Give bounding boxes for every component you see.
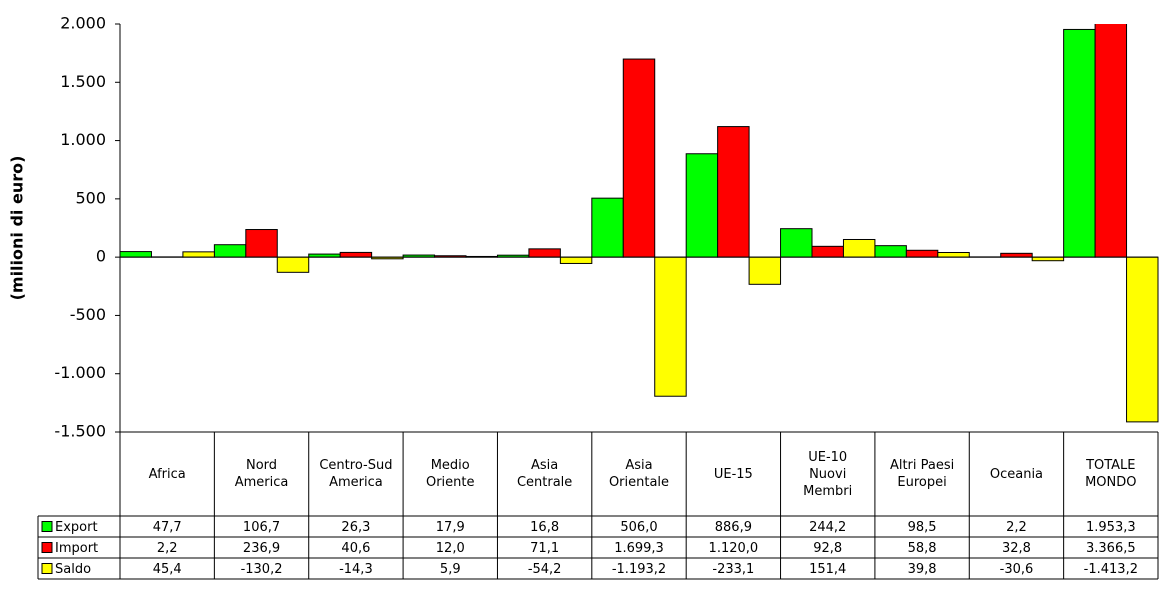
table-value: 151,4 [809, 562, 846, 577]
y-tick-label: 1.000 [60, 130, 106, 149]
bar [717, 126, 750, 258]
y-tick-label: 1.500 [60, 72, 106, 91]
table-value: 886,9 [715, 520, 752, 535]
legend-swatch [41, 563, 53, 574]
table-value: 17,9 [436, 520, 465, 535]
table-value: 40,6 [341, 541, 370, 556]
y-tick-label: 500 [75, 188, 106, 207]
bar [276, 256, 310, 273]
table-value: 26,3 [341, 520, 370, 535]
category-label: Asia Centrale [516, 458, 573, 490]
category-label: Centro-Sud America [319, 458, 393, 490]
legend-swatch [41, 542, 53, 553]
table-value: 16,8 [530, 520, 559, 535]
bar [339, 251, 373, 258]
category-label: TOTALE MONDO [1085, 458, 1137, 490]
bar [1063, 28, 1096, 258]
table-value: 1.953,3 [1086, 520, 1136, 535]
table-value: 1.699,3 [614, 541, 664, 556]
table-value: 2,2 [1006, 520, 1027, 535]
bar [654, 256, 687, 397]
y-tick-label: 2.000 [60, 14, 106, 33]
table-value: -1.413,2 [1084, 562, 1138, 577]
table-value: -130,2 [241, 562, 283, 577]
bar [622, 58, 656, 258]
legend-swatch [41, 521, 53, 532]
bar [213, 244, 247, 258]
table-value: 58,8 [908, 541, 937, 556]
table-value: 12,0 [436, 541, 465, 556]
table-value: 1.120,0 [709, 541, 759, 556]
table-value: 3.366,5 [1086, 541, 1136, 556]
legend-label: Import [55, 541, 98, 556]
y-tick-label: 0 [96, 247, 106, 266]
table-value: -233,1 [712, 562, 754, 577]
bar [1126, 256, 1159, 423]
bar [842, 238, 876, 258]
bar [528, 248, 561, 258]
bar [811, 245, 844, 258]
bar [1094, 24, 1128, 258]
bar [937, 252, 970, 258]
table-value: 236,9 [243, 541, 280, 556]
bar [591, 197, 624, 258]
table-value: 92,8 [813, 541, 842, 556]
category-label: UE-15 [713, 466, 753, 482]
bar [748, 256, 782, 285]
category-label: Medio Oriente [425, 458, 475, 490]
bar [780, 228, 813, 258]
category-label: Oceania [989, 466, 1044, 482]
table-value: 2,2 [157, 541, 178, 556]
bar [120, 251, 152, 258]
category-label: Altri Paesi Europei [889, 458, 955, 490]
table-value: -1.193,2 [612, 562, 666, 577]
table-value: -30,6 [1000, 562, 1034, 577]
bar [874, 245, 907, 258]
category-label: UE-10 Nuovi Membri [803, 449, 853, 499]
category-label: Africa [148, 466, 186, 482]
table-value: 506,0 [620, 520, 657, 535]
legend-label: Export [55, 520, 98, 535]
table-value: 106,7 [243, 520, 280, 535]
category-label: Asia Orientale [608, 458, 670, 490]
bar [685, 153, 719, 258]
table-value: -14,3 [339, 562, 373, 577]
y-tick-label: -1.500 [54, 422, 106, 441]
table-value: 39,8 [908, 562, 937, 577]
y-tick-label: -1.000 [54, 363, 106, 382]
table-value: 45,4 [153, 562, 182, 577]
bar [905, 249, 939, 258]
bar [559, 256, 593, 264]
legend-label: Saldo [55, 562, 91, 577]
table-value: 32,8 [1002, 541, 1031, 556]
bar [1000, 252, 1033, 258]
y-tick-label: -500 [70, 305, 106, 324]
category-label: Nord America [234, 458, 289, 490]
table-value: 71,1 [530, 541, 559, 556]
table-value: 98,5 [908, 520, 937, 535]
table-value: 47,7 [153, 520, 182, 535]
bar [245, 229, 278, 258]
table-value: -54,2 [528, 562, 562, 577]
bar [1031, 256, 1065, 262]
bar [182, 251, 215, 258]
table-value: 5,9 [440, 562, 461, 577]
y-axis-label: (milioni di euro) [8, 156, 27, 301]
table-value: 244,2 [809, 520, 846, 535]
